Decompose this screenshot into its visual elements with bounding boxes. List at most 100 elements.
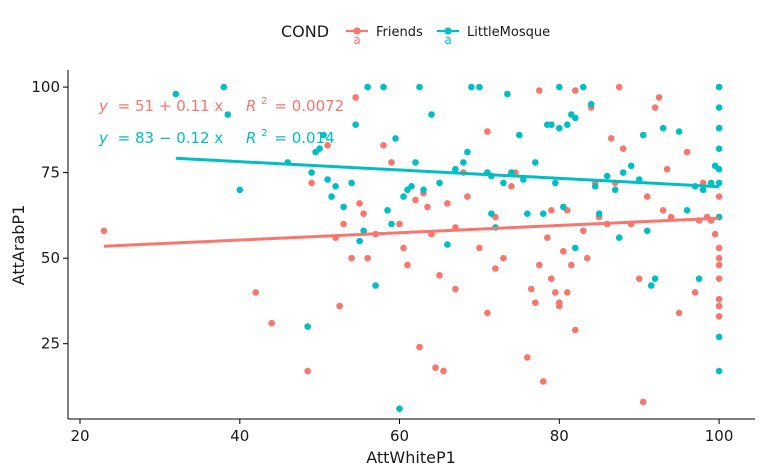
legend-item-littlemosque: a LittleMosque <box>437 25 550 47</box>
x-tick-label-80: 80 <box>550 427 569 445</box>
fit-line-friends <box>103 216 720 248</box>
point-friends-26 <box>436 272 443 279</box>
legend-title: COND <box>281 22 329 41</box>
point-littlemosque-59 <box>572 244 579 252</box>
point-friends-12 <box>360 210 367 217</box>
point-littlemosque-43 <box>500 179 507 187</box>
point-friends-39 <box>508 183 515 190</box>
point-littlemosque-53 <box>552 179 559 187</box>
point-friends-38 <box>500 254 507 262</box>
point-littlemosque-57 <box>564 121 571 128</box>
point-littlemosque-34 <box>452 165 459 173</box>
point-friends-77 <box>667 213 675 221</box>
point-littlemosque-22 <box>388 220 395 228</box>
y-tick-label-75: 75 <box>41 164 60 182</box>
point-littlemosque-23 <box>392 135 399 142</box>
point-littlemosque-17 <box>360 227 367 235</box>
point-friends-18 <box>400 244 407 252</box>
point-friends-15 <box>380 142 387 149</box>
point-friends-70 <box>635 275 643 283</box>
point-littlemosque-75 <box>659 124 667 132</box>
point-friends-65 <box>607 135 615 142</box>
point-friends-85 <box>711 230 719 238</box>
equation-r2-label-littlemosque: R <box>246 129 256 147</box>
point-littlemosque-48 <box>524 210 531 217</box>
legend-key-glyph-friends: a <box>353 33 360 47</box>
point-friends-19 <box>404 261 411 269</box>
point-littlemosque-74 <box>651 275 659 283</box>
point-friends-7 <box>336 302 343 310</box>
point-friends-23 <box>424 203 431 211</box>
point-littlemosque-55 <box>556 83 563 91</box>
point-friends-25 <box>432 364 439 372</box>
point-friends-88 <box>715 254 723 262</box>
point-littlemosque-76 <box>675 128 683 135</box>
point-littlemosque-41 <box>488 210 495 217</box>
point-littlemosque-66 <box>611 186 619 194</box>
point-friends-41 <box>524 354 531 361</box>
point-friends-67 <box>615 83 623 91</box>
point-littlemosque-27 <box>408 183 415 190</box>
equation-rhs-friends: = 51 + 0.11 x <box>118 97 224 115</box>
point-littlemosque-37 <box>468 83 475 91</box>
point-friends-79 <box>683 148 691 156</box>
point-littlemosque-65 <box>603 172 611 180</box>
point-friends-91 <box>715 295 723 303</box>
x-tick-label-20: 20 <box>70 427 89 445</box>
point-littlemosque-84 <box>715 104 723 111</box>
fit-line-littlemosque <box>175 156 720 189</box>
point-littlemosque-36 <box>464 148 471 156</box>
point-friends-90 <box>715 275 723 283</box>
point-littlemosque-11 <box>328 193 335 200</box>
point-littlemosque-91 <box>715 367 723 375</box>
point-friends-36 <box>492 265 499 272</box>
y-tick-label-100: 100 <box>31 78 60 96</box>
point-littlemosque-0 <box>172 90 180 98</box>
point-friends-34 <box>484 309 491 317</box>
legend-key-point-littlemosque <box>444 27 452 35</box>
point-littlemosque-35 <box>460 159 467 166</box>
point-littlemosque-6 <box>308 169 315 176</box>
point-friends-2 <box>268 319 276 327</box>
point-littlemosque-88 <box>715 179 723 187</box>
point-littlemosque-14 <box>348 179 355 187</box>
point-littlemosque-9 <box>320 131 327 139</box>
point-friends-0 <box>100 227 108 235</box>
equation-r2-sup-friends: 2 <box>261 96 267 107</box>
points-layer <box>100 83 723 413</box>
point-friends-13 <box>364 254 371 262</box>
equation-r2-sup-littlemosque: 2 <box>261 128 267 139</box>
point-littlemosque-29 <box>416 83 423 91</box>
point-friends-76 <box>663 165 671 173</box>
point-littlemosque-81 <box>707 179 715 187</box>
point-friends-35 <box>484 128 491 135</box>
point-friends-56 <box>568 261 575 269</box>
point-littlemosque-68 <box>619 169 627 176</box>
point-littlemosque-79 <box>695 275 703 283</box>
point-friends-52 <box>556 302 563 310</box>
equation-r2-label-friends: R <box>246 97 256 115</box>
point-littlemosque-5 <box>304 323 312 330</box>
point-friends-42 <box>528 285 535 293</box>
equation-lhs-friends: y <box>98 97 109 115</box>
point-littlemosque-87 <box>715 165 723 173</box>
point-littlemosque-21 <box>384 207 391 214</box>
legend-key-point-friends <box>353 27 361 35</box>
point-littlemosque-69 <box>627 162 635 170</box>
point-friends-54 <box>564 289 571 296</box>
point-friends-74 <box>655 94 663 101</box>
point-littlemosque-86 <box>715 145 723 152</box>
equation-r2-value-littlemosque: = 0.014 <box>274 129 334 147</box>
equation-lhs-littlemosque: y <box>98 129 109 147</box>
point-littlemosque-12 <box>332 183 339 190</box>
x-axis-title: AttWhiteP1 <box>366 448 456 467</box>
point-friends-43 <box>532 299 539 307</box>
point-friends-68 <box>619 145 627 152</box>
point-friends-53 <box>560 248 567 255</box>
point-littlemosque-64 <box>595 210 603 217</box>
equation-r2-value-friends: = 0.0072 <box>274 97 344 115</box>
point-littlemosque-46 <box>516 131 523 139</box>
point-littlemosque-67 <box>615 234 623 241</box>
point-littlemosque-8 <box>316 145 323 152</box>
